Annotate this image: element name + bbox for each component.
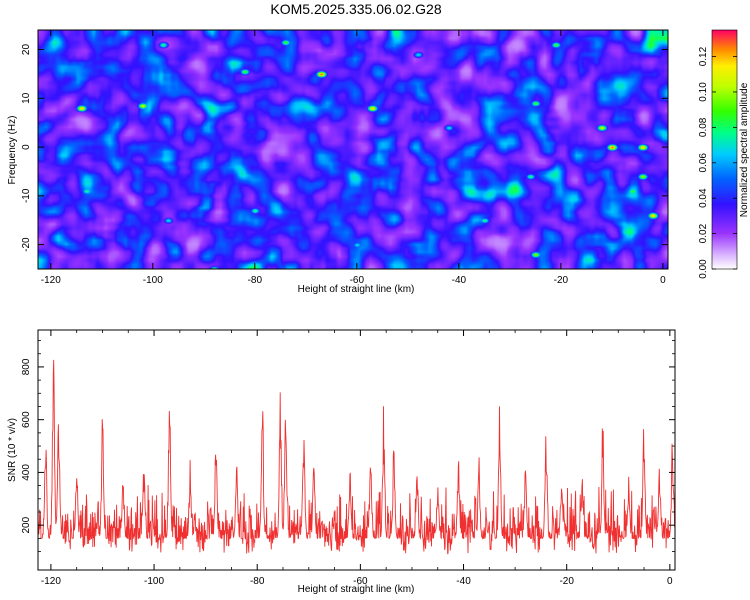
snr-frame xyxy=(37,329,676,571)
heatmap-y-axis-title: Frequency (Hz) xyxy=(7,116,18,185)
snr-y-axis-title: SNR (10 * v/v) xyxy=(7,418,18,482)
heatmap-x-tick-label: -80 xyxy=(248,275,263,286)
snr-y-tick-label: 800 xyxy=(21,358,32,375)
colorbar-tick-label: 0.12 xyxy=(698,46,709,66)
heatmap-y-tick-label: 10 xyxy=(21,92,32,104)
colorbar: 0.00 0.02 0.04 0.06 0.08 0.10 0.12 Normalized … xyxy=(698,29,750,279)
snr-x-tick-label: -120 xyxy=(41,576,61,587)
heatmap-image xyxy=(38,30,668,269)
heatmap-y-tick-label: 0 xyxy=(21,144,32,150)
snr-x-tick-label: -60 xyxy=(353,576,368,587)
colorbar-tick-label: 0.08 xyxy=(698,117,709,137)
colorbar-tick-label: 0.02 xyxy=(698,223,709,243)
heatmap-x-tick-label: -60 xyxy=(350,275,365,286)
snr-x-axis-title: Height of straight line (km) xyxy=(298,584,415,595)
snr-x-tick-label: 0 xyxy=(667,576,673,587)
snr-y-tick-label: 400 xyxy=(21,464,32,481)
heatmap-x-tick-label: -100 xyxy=(143,275,163,286)
heatmap-x-tick-label: -120 xyxy=(41,275,61,286)
heatmap-frame xyxy=(37,29,669,270)
colorbar-tick-label: 0.04 xyxy=(698,188,709,208)
colorbar-tick-label: 0.00 xyxy=(698,259,709,279)
heatmap-x-tick-label: -40 xyxy=(452,275,467,286)
heatmap-y-tick-label: -20 xyxy=(21,237,32,252)
snr-panel: -120 -100 -80 -60 -40 -20 0 200 400 600 800 Heigh… xyxy=(7,329,676,595)
snr-series-line xyxy=(38,359,675,555)
heatmap-x-axis-title: Height of straight line (km) xyxy=(298,284,415,295)
snr-x-tick-label: -100 xyxy=(144,576,164,587)
heatmap-y-tick-label: -10 xyxy=(21,188,32,203)
colorbar-frame xyxy=(711,29,738,270)
heatmap-x-tick-label: 0 xyxy=(660,275,666,286)
snr-y-tick-label: 200 xyxy=(21,516,32,533)
heatmap-y-tick-label: 20 xyxy=(21,44,32,56)
snr-x-tick-label: -20 xyxy=(559,576,574,587)
snr-x-tick-label: -40 xyxy=(456,576,471,587)
chart-title: KOM5.2025.335.06.02.G28 xyxy=(270,1,441,17)
colorbar-tick-label: 0.10 xyxy=(698,82,709,102)
snr-y-tick-label: 600 xyxy=(21,411,32,428)
colorbar-tick-label: 0.06 xyxy=(698,153,709,173)
colorbar-gradient xyxy=(712,30,737,269)
snr-x-tick-label: -80 xyxy=(250,576,265,587)
heatmap-x-tick-label: -20 xyxy=(554,275,569,286)
colorbar-label: Normalized spectral amplitude xyxy=(739,82,750,217)
